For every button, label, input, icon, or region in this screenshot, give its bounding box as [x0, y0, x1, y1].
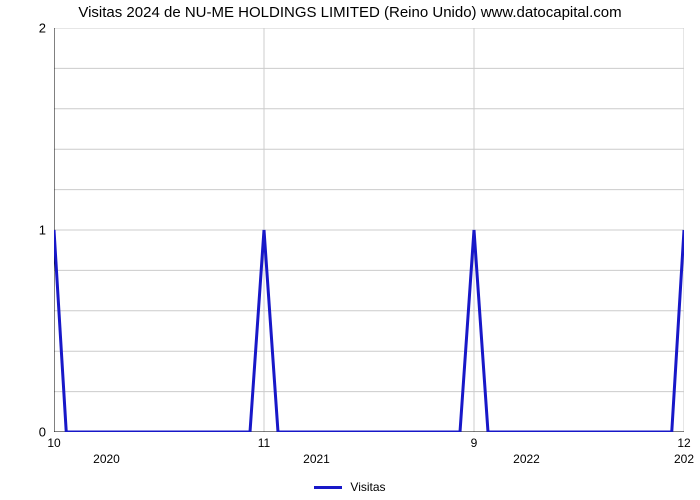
legend-swatch — [314, 486, 342, 489]
chart-svg — [54, 28, 684, 432]
legend: Visitas — [0, 480, 700, 494]
x-tick-label: 9 — [471, 432, 478, 450]
x-year-label: 2020 — [93, 452, 120, 466]
x-tick-label: 12 — [677, 432, 690, 450]
x-tick-label: 10 — [47, 432, 60, 450]
x-year-label: 2022 — [513, 452, 540, 466]
chart-title: Visitas 2024 de NU-ME HOLDINGS LIMITED (… — [0, 4, 700, 21]
plot-area: 0121011912202020212022202 — [54, 28, 684, 432]
x-year-label: 202 — [674, 452, 694, 466]
legend-label: Visitas — [350, 480, 385, 494]
x-year-label: 2021 — [303, 452, 330, 466]
y-tick-label: 1 — [39, 223, 54, 238]
y-tick-label: 2 — [39, 21, 54, 36]
x-tick-label: 11 — [258, 432, 270, 450]
